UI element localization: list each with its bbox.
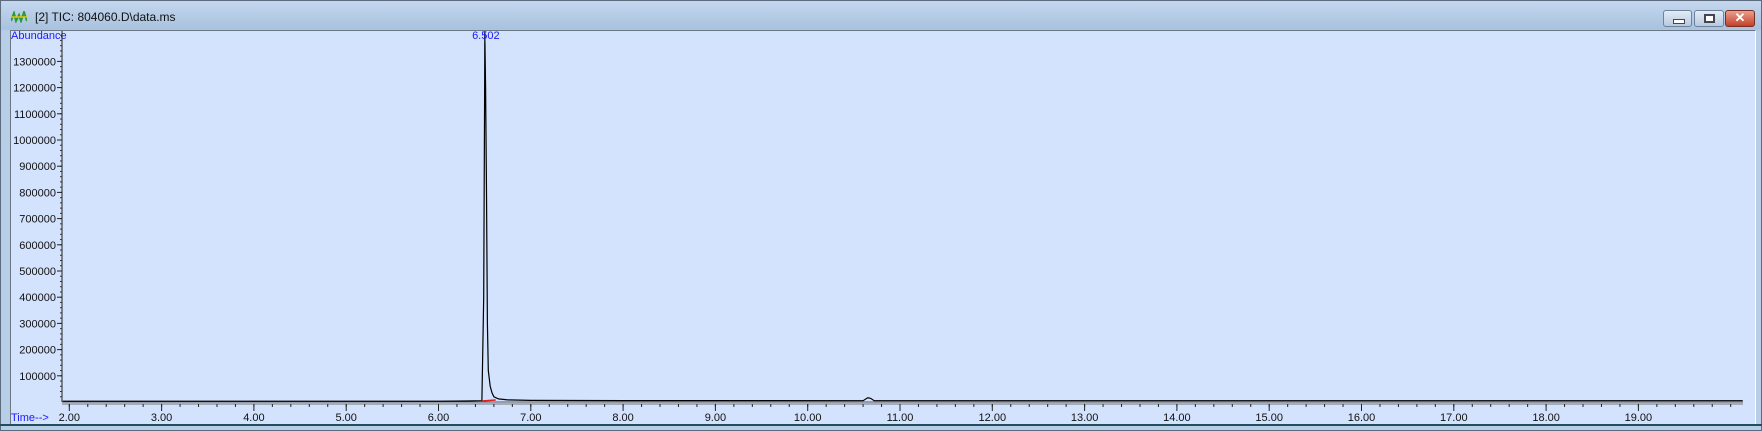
y-tick-label: 300000	[19, 318, 56, 330]
chart-area[interactable]	[10, 30, 1756, 425]
x-tick-label: 14.00	[1163, 412, 1191, 424]
x-tick-label: 15.00	[1255, 412, 1283, 424]
y-tick-label: 1000000	[13, 135, 56, 147]
x-tick-label: 4.00	[243, 412, 264, 424]
x-tick-label: 5.00	[335, 412, 356, 424]
y-tick-label: 100000	[19, 371, 56, 383]
x-tick-label: 9.00	[705, 412, 726, 424]
x-tick-label: 3.00	[151, 412, 172, 424]
x-tick-label: 2.00	[59, 412, 80, 424]
y-tick-label: 500000	[19, 266, 56, 278]
x-tick-label: 7.00	[520, 412, 541, 424]
x-tick-label: 10.00	[794, 412, 822, 424]
maximize-icon	[1704, 14, 1715, 23]
peak-label: 6.502	[472, 30, 500, 42]
x-tick-label: 11.00	[887, 412, 914, 424]
y-tick-label: 700000	[19, 214, 56, 226]
y-tick-label: 800000	[19, 187, 56, 199]
x-tick-label: 13.00	[1071, 412, 1099, 424]
x-tick-label: 12.00	[979, 412, 1007, 424]
minimize-icon	[1673, 19, 1685, 24]
tic-trace	[62, 32, 1743, 402]
y-tick-label: 200000	[19, 345, 56, 357]
y-tick-label: 900000	[19, 161, 56, 173]
y-tick-label: 1200000	[13, 83, 56, 95]
y-axis-label: Abundance	[11, 30, 67, 42]
y-tick-label: 1100000	[14, 109, 56, 121]
integration-baseline	[481, 399, 496, 402]
x-axis-label: Time-->	[11, 412, 49, 424]
chromatogram-app-icon	[11, 11, 27, 23]
y-tick-label: 1300000	[13, 56, 56, 68]
y-tick-label: 400000	[19, 292, 56, 304]
x-tick-label: 19.00	[1625, 412, 1653, 424]
window-title: [2] TIC: 804060.D\data.ms	[35, 10, 176, 24]
x-tick-label: 17.00	[1440, 412, 1468, 424]
x-tick-label: 16.00	[1348, 412, 1376, 424]
maximize-button[interactable]	[1694, 10, 1724, 27]
minimize-button[interactable]	[1663, 10, 1692, 27]
window-bottom-border	[0, 424, 1762, 426]
close-button[interactable]: ✕	[1725, 10, 1755, 27]
title-bar[interactable]: [2] TIC: 804060.D\data.ms ✕	[1, 1, 1761, 29]
y-tick-label: 600000	[19, 240, 56, 252]
x-tick-label: 6.00	[428, 412, 449, 424]
close-icon: ✕	[1734, 10, 1746, 25]
x-tick-label: 18.00	[1532, 412, 1560, 424]
x-tick-label: 8.00	[612, 412, 633, 424]
